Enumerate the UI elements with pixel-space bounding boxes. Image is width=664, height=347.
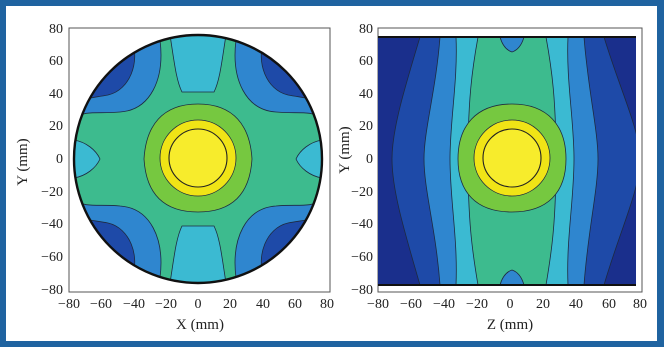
right-y-tick: −40	[351, 217, 373, 232]
left-band-bottom	[169, 225, 227, 283]
right-y-tick: 60	[359, 54, 373, 69]
left-y-tick: −40	[41, 217, 63, 232]
right-y-tick: −20	[351, 185, 373, 200]
right-x-tick: −20	[466, 297, 488, 312]
left-x-tick: 80	[320, 297, 334, 312]
left-x-tick: 20	[223, 297, 237, 312]
right-notch-top	[499, 37, 525, 53]
right-y-tick: 40	[359, 87, 373, 102]
left-x-tick: −20	[155, 297, 177, 312]
left-y-tick: 0	[56, 152, 63, 167]
left-y-tick: −80	[41, 283, 63, 298]
left-band-right	[295, 139, 322, 179]
right-x-tick: −60	[400, 297, 422, 312]
left-x-tick: −40	[123, 297, 145, 312]
left-contour-field	[74, 35, 322, 283]
right-y-axis-label: Y (mm)	[337, 126, 353, 173]
left-x-axis-label: X (mm)	[176, 317, 224, 333]
left-y-ticks: 80 60 40 20 0 −20 −40 −60 −80	[41, 22, 63, 298]
right-core	[482, 128, 542, 188]
left-y-tick: 20	[49, 119, 63, 134]
right-x-tick: 80	[633, 297, 647, 312]
left-x-tick: 60	[288, 297, 302, 312]
left-y-axis-label: Y (mm)	[15, 138, 31, 185]
right-y-ticks: 80 60 40 20 0 −20 −40 −60 −80	[351, 22, 373, 298]
right-x-ticks: −80 −60 −40 −20 0 20 40 60 80	[367, 297, 647, 312]
right-x-tick: −80	[367, 297, 389, 312]
right-notch-bottom	[499, 269, 525, 285]
left-domain-boundary	[72, 33, 324, 285]
right-x-tick: 40	[569, 297, 583, 312]
left-y-tick: −60	[41, 250, 63, 265]
right-x-tick: 0	[507, 297, 514, 312]
left-y-tick: 60	[49, 54, 63, 69]
left-y-tick: 80	[49, 22, 63, 37]
right-y-tick: −80	[351, 283, 373, 298]
left-y-tick: 40	[49, 87, 63, 102]
right-y-tick: 20	[359, 119, 373, 134]
right-x-tick: 20	[536, 297, 550, 312]
left-core	[168, 128, 228, 188]
right-contour-field	[378, 37, 636, 285]
left-band-top	[169, 35, 227, 93]
right-x-axis-label: Z (mm)	[487, 317, 533, 333]
right-x-tick: −40	[433, 297, 455, 312]
left-x-tick: 0	[195, 297, 202, 312]
left-x-tick: 40	[256, 297, 270, 312]
left-x-tick: −80	[58, 297, 80, 312]
right-y-tick: 80	[359, 22, 373, 37]
left-x-ticks: −80 −60 −40 −20 0 20 40 60 80	[58, 297, 334, 312]
right-x-tick: 60	[602, 297, 616, 312]
right-contour-panel: −80 −60 −40 −20 0 20 40 60 80 80 60 40 2…	[337, 22, 647, 333]
left-y-tick: −20	[41, 185, 63, 200]
left-contour-panel: −80 −60 −40 −20 0 20 40 60 80 80 60 40 2…	[15, 22, 334, 333]
left-x-tick: −60	[90, 297, 112, 312]
left-band-left	[74, 139, 101, 179]
right-y-tick: 0	[366, 152, 373, 167]
right-y-tick: −60	[351, 250, 373, 265]
